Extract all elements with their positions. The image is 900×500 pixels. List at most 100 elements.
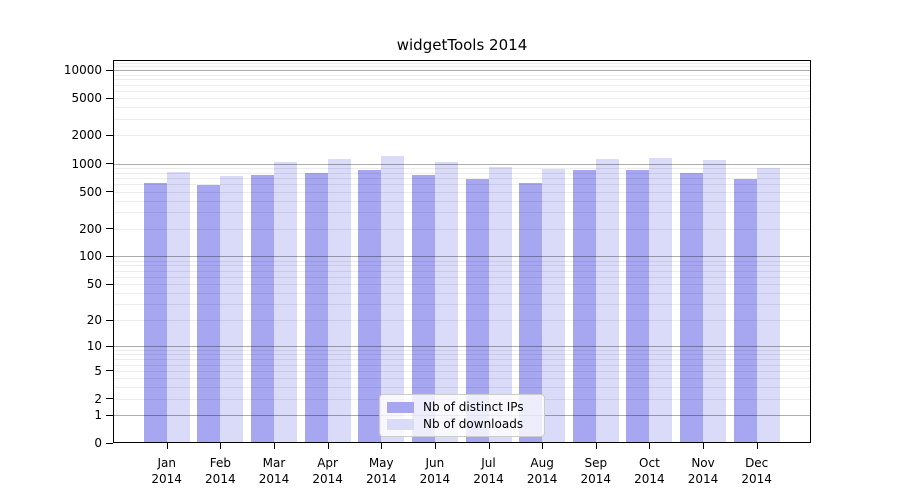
gridline-minor: [114, 350, 810, 352]
bar-distinct-ips-jan: [143, 182, 167, 443]
gridline-minor: [114, 66, 810, 68]
gridline-major: [114, 70, 810, 72]
y-tick: [106, 69, 113, 71]
x-tick-label-oct: Oct 2014: [634, 456, 665, 486]
gridline-minor: [114, 177, 810, 179]
gridline-minor: [114, 265, 810, 267]
y-tick-label-10: 10: [86, 339, 102, 354]
bar-downloads-apr: [327, 158, 351, 443]
gridline-minor: [114, 276, 810, 278]
legend-label-downloads: Nb of downloads: [423, 417, 524, 431]
x-tick: [327, 443, 329, 449]
y-tick-label-10000: 10000: [63, 63, 102, 78]
bar-downloads-oct: [649, 157, 673, 443]
x-tick: [381, 443, 383, 449]
gridline-minor: [114, 228, 810, 230]
y-tick-label-20: 20: [86, 313, 102, 328]
bar-downloads-sep: [595, 158, 619, 443]
x-tick-label-jan: Jan 2014: [151, 456, 182, 486]
gridline-minor: [114, 370, 810, 372]
x-tick-label-jul: Jul 2014: [473, 456, 504, 486]
bar-distinct-ips-apr: [304, 172, 328, 443]
y-tick-label-500: 500: [79, 184, 102, 199]
gridline-minor: [114, 354, 810, 356]
bar-distinct-ips-nov: [680, 173, 704, 443]
y-tick: [106, 191, 113, 193]
gridline-major: [114, 163, 810, 165]
gridline-minor: [114, 364, 810, 366]
x-tick: [434, 443, 436, 449]
gridline-minor: [114, 184, 810, 186]
x-tick: [166, 443, 168, 449]
y-tick: [106, 345, 113, 347]
bar-downloads-may: [381, 156, 405, 443]
y-tick: [106, 319, 113, 321]
x-tick-label-dec: Dec 2014: [741, 456, 772, 486]
y-tick-label-0: 0: [94, 436, 102, 450]
bar-downloads-jul: [488, 167, 512, 443]
gridline-minor: [114, 387, 810, 389]
x-tick-label-jun: Jun 2014: [419, 456, 451, 486]
bar-downloads-dec: [756, 168, 780, 443]
y-tick: [106, 255, 113, 257]
gridline-minor: [114, 212, 810, 214]
bar-downloads-jan: [166, 172, 190, 443]
gridline-major: [114, 346, 810, 348]
chart-title: widgetTools 2014: [396, 36, 528, 54]
gridline-minor: [114, 270, 810, 272]
gridline-minor: [114, 62, 810, 64]
y-tick: [106, 97, 113, 99]
y-tick: [106, 228, 113, 230]
x-tick: [703, 443, 705, 449]
bar-distinct-ips-sep: [572, 169, 596, 443]
bar-distinct-ips-jul: [465, 178, 489, 443]
y-tick: [106, 442, 113, 444]
legend: Nb of distinct IPs Nb of downloads: [379, 394, 545, 437]
y-tick: [106, 398, 113, 400]
legend-item-distinct-ips: Nb of distinct IPs: [387, 400, 537, 414]
x-tick-label-feb: Feb 2014: [205, 456, 236, 486]
x-tick: [649, 443, 651, 449]
gridline-minor: [114, 135, 810, 137]
y-tick-label-2: 2: [94, 391, 102, 406]
x-tick-label-may: May 2014: [365, 456, 397, 486]
gridline-minor: [114, 293, 810, 295]
bar-distinct-ips-mar: [250, 175, 274, 443]
y-tick-label-200: 200: [79, 221, 102, 236]
legend-item-downloads: Nb of downloads: [387, 417, 537, 431]
y-tick: [106, 134, 113, 136]
bar-downloads-mar: [273, 161, 297, 443]
gridline-minor: [114, 119, 810, 121]
y-tick-label-50: 50: [86, 277, 102, 292]
gridline-minor: [114, 74, 810, 76]
x-tick-label-sep: Sep 2014: [580, 456, 612, 486]
bar-distinct-ips-dec: [733, 179, 757, 443]
y-tick: [106, 414, 113, 416]
x-tick: [542, 443, 544, 449]
bar-distinct-ips-aug: [519, 182, 543, 443]
gridline-minor: [114, 304, 810, 306]
gridline-minor: [114, 359, 810, 361]
y-tick-label-1000: 1000: [71, 156, 102, 171]
x-tick: [273, 443, 275, 449]
gridline-minor: [114, 378, 810, 380]
gridline-minor: [114, 200, 810, 202]
x-tick: [488, 443, 490, 449]
gridline-minor: [114, 79, 810, 81]
y-tick-label-5: 5: [94, 363, 102, 378]
legend-swatch-distinct-ips: [387, 401, 414, 413]
gridline-minor: [114, 172, 810, 174]
bar-distinct-ips-jun: [411, 175, 435, 443]
y-tick: [106, 370, 113, 372]
x-tick: [595, 443, 597, 449]
gridline-minor: [114, 260, 810, 262]
y-tick-label-1: 1: [94, 408, 102, 423]
x-tick-label-nov: Nov 2014: [687, 456, 719, 486]
gridline-major: [114, 256, 810, 258]
gridline-minor: [114, 167, 810, 169]
bar-downloads-nov: [703, 160, 727, 443]
y-tick-label-5000: 5000: [71, 91, 102, 106]
bar-downloads-aug: [542, 168, 566, 443]
x-tick-label-aug: Aug 2014: [526, 456, 558, 486]
